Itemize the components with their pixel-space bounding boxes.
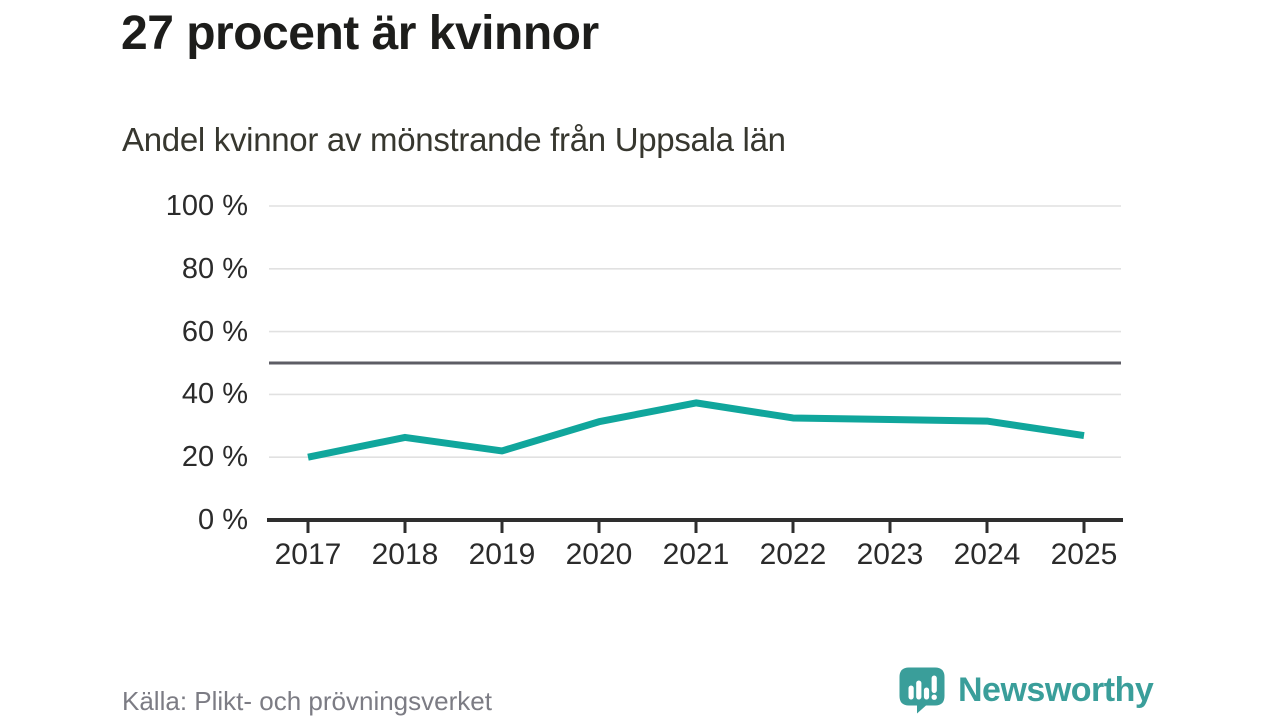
newsworthy-bubble-chart-icon bbox=[899, 667, 945, 714]
page-title: 27 procent är kvinnor bbox=[121, 7, 599, 60]
logo-text: Newsworthy bbox=[958, 670, 1154, 709]
x-axis-label: 2021 bbox=[662, 538, 730, 571]
x-axis-label: 2024 bbox=[953, 538, 1021, 571]
y-axis-label: 0 % bbox=[198, 504, 248, 536]
x-axis-label: 2019 bbox=[468, 538, 536, 571]
y-axis-label: 80 % bbox=[181, 252, 248, 285]
plot-area bbox=[267, 205, 1123, 533]
x-axis-label: 2023 bbox=[856, 538, 924, 571]
x-axis-label: 2017 bbox=[274, 538, 342, 571]
source-text: Källa: Plikt- och prövningsverket bbox=[122, 686, 492, 716]
y-axis-label: 60 % bbox=[181, 315, 248, 348]
chart-subtitle: Andel kvinnor av mönstrande från Uppsala… bbox=[122, 121, 786, 158]
x-axis-label: 2018 bbox=[371, 538, 439, 571]
x-axis-label: 2022 bbox=[759, 538, 827, 571]
y-axis-label: 40 % bbox=[181, 378, 248, 411]
line-chart bbox=[267, 205, 1123, 533]
y-axis-label: 20 % bbox=[181, 441, 248, 474]
x-axis-label: 2020 bbox=[565, 538, 633, 571]
data-line bbox=[307, 399, 1085, 461]
x-axis-label: 2025 bbox=[1050, 538, 1118, 571]
newsworthy-logo: Newsworthy bbox=[898, 666, 1154, 714]
y-axis-label: 100 % bbox=[165, 190, 248, 222]
